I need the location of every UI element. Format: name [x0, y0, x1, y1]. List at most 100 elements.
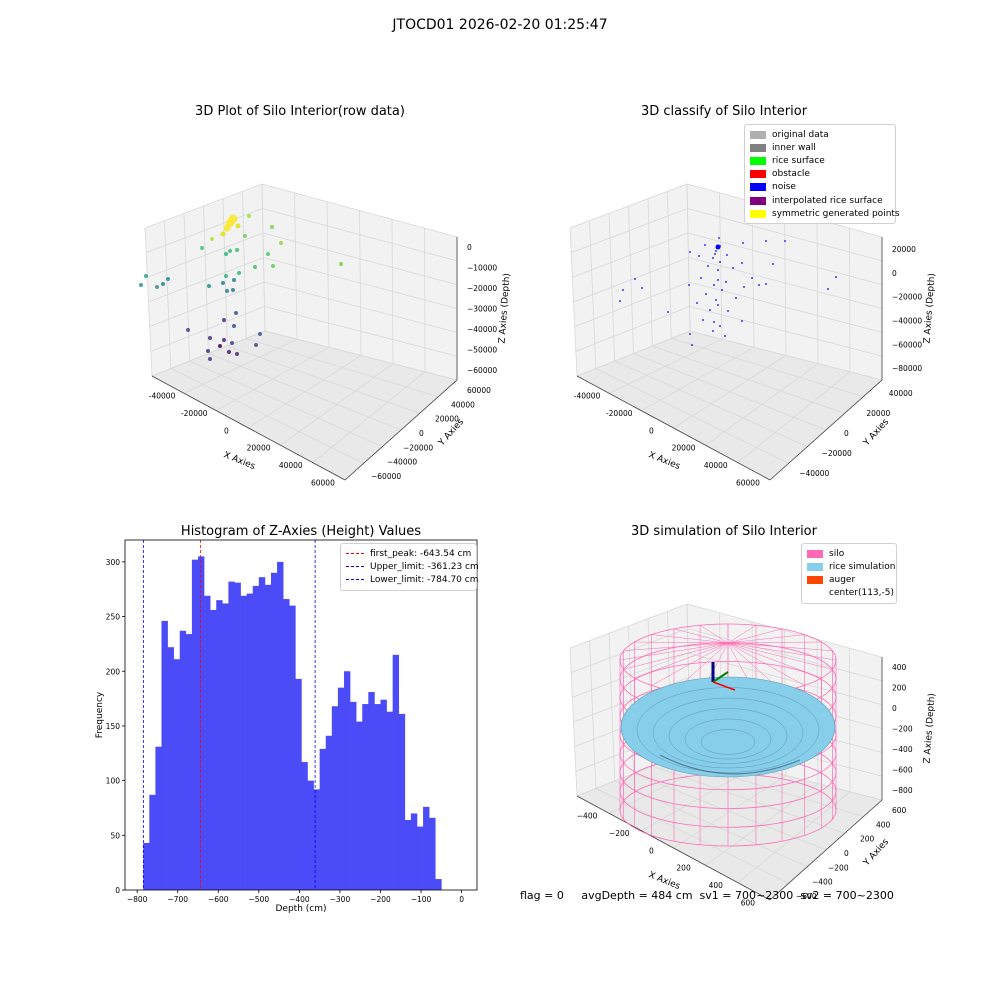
data-point — [253, 265, 257, 269]
z-axis-label: Z Axies (Depth) — [923, 273, 938, 344]
z-tick-label: 0 — [892, 269, 897, 278]
grid-line — [686, 183, 691, 332]
x-axis-line — [576, 795, 771, 901]
histogram-bar — [234, 582, 241, 890]
noise-point — [700, 277, 702, 279]
noise-point — [634, 278, 636, 280]
noise-point — [719, 261, 721, 263]
data-point — [221, 281, 225, 285]
y-tick-label: 20000 — [435, 415, 459, 424]
y-tick-label: 600 — [892, 806, 907, 815]
noise-point — [732, 267, 734, 269]
data-point — [161, 282, 165, 286]
silo-roof-line — [727, 634, 805, 644]
histogram-bar — [240, 595, 247, 890]
histogram-bar — [362, 704, 369, 890]
auger-axis-green — [712, 671, 729, 683]
z-tick-label: 0 — [892, 704, 897, 713]
legend-swatch — [750, 183, 766, 192]
y-tick-label: −40000 — [387, 458, 417, 467]
data-point — [230, 341, 234, 345]
silo-roof-line — [651, 642, 729, 686]
histogram-bar — [331, 706, 339, 890]
x-axis-label: X Axies — [222, 450, 257, 472]
x-tick-label: −800 — [127, 895, 148, 904]
noise-point — [724, 335, 726, 337]
noise-point — [707, 265, 709, 267]
z-tick-label: −60000 — [467, 366, 497, 375]
legend-swatch — [750, 209, 766, 218]
noise-point — [691, 344, 693, 346]
histogram-bar — [398, 713, 406, 890]
histogram-bar — [416, 826, 424, 890]
data-point — [186, 328, 190, 332]
histogram-bar — [356, 721, 363, 890]
silo-roof-line — [623, 642, 729, 651]
figure-title: JTOCD01 2026-02-20 01:25:47 — [392, 17, 608, 33]
histogram-bar — [210, 610, 217, 890]
legend-label: Lower_limit: -784.70 cm — [370, 574, 479, 585]
grid-line — [687, 208, 883, 262]
y-tick-label: −200 — [828, 863, 849, 872]
data-point — [231, 288, 235, 292]
x-tick-label: −300 — [330, 895, 351, 904]
noise-point — [751, 277, 753, 279]
histogram-bar — [313, 789, 320, 890]
noise-point — [717, 279, 719, 281]
y-tick-label: −600 — [796, 892, 817, 901]
z-tick-label: −600 — [892, 765, 913, 774]
legend-item: inner wall — [750, 141, 890, 154]
legend-label: Upper_limit: -361.23 cm — [370, 561, 479, 572]
y-tick-label: 250 — [106, 613, 121, 622]
x-tick-label: 200 — [676, 864, 691, 873]
data-point — [237, 271, 241, 275]
noise-point — [725, 281, 727, 283]
z-tick-label: −40000 — [467, 325, 497, 334]
back-right-pane — [262, 184, 457, 380]
noise-point — [772, 263, 774, 265]
data-point — [200, 246, 204, 250]
data-point — [208, 357, 212, 361]
y-tick-label: 300 — [106, 558, 121, 567]
grid-line — [849, 648, 851, 792]
silo-roof-line — [673, 628, 729, 644]
data-point — [210, 237, 214, 241]
back-right-pane — [687, 184, 882, 380]
z-tick-label: −200 — [892, 725, 913, 734]
noise-point — [641, 287, 643, 289]
histogram-bar — [295, 678, 302, 890]
legend-item: original data — [750, 128, 890, 141]
noise-point — [742, 242, 744, 244]
y-tick-label: 0 — [419, 429, 424, 438]
legend-swatch — [807, 589, 823, 597]
histogram-bar — [374, 704, 381, 890]
data-point — [228, 249, 232, 253]
histogram-bar — [429, 817, 436, 890]
noise-point — [741, 320, 743, 322]
data-point — [225, 289, 229, 293]
legend-label: silo — [829, 548, 845, 559]
legend-swatch — [750, 130, 766, 139]
data-point — [247, 214, 251, 218]
legend-swatch — [807, 549, 823, 558]
y-axis-label: Frequency — [95, 691, 105, 738]
simulation-3d-axes: −400−20002004006006004002000−200−400−600… — [569, 603, 937, 907]
x-tick-label: −700 — [167, 895, 188, 904]
data-point — [207, 284, 211, 288]
histogram-bar — [270, 572, 278, 890]
noise-point — [743, 286, 745, 288]
noise-point — [667, 311, 669, 313]
y-tick-label: 50 — [110, 831, 120, 840]
histogram-bar — [143, 842, 150, 890]
noise-point — [765, 283, 767, 285]
y-tick-label: −20000 — [822, 449, 852, 458]
x-tick-label: −400 — [289, 895, 310, 904]
data-point — [266, 252, 270, 256]
y-tick-label: 0 — [844, 429, 849, 438]
noise-point — [704, 244, 706, 246]
legend-item: rice simulation — [807, 560, 895, 573]
histogram-bar — [246, 593, 254, 890]
data-point — [339, 262, 343, 266]
z-tick-label: −20000 — [892, 293, 922, 302]
x-tick-label: 600 — [741, 898, 756, 907]
